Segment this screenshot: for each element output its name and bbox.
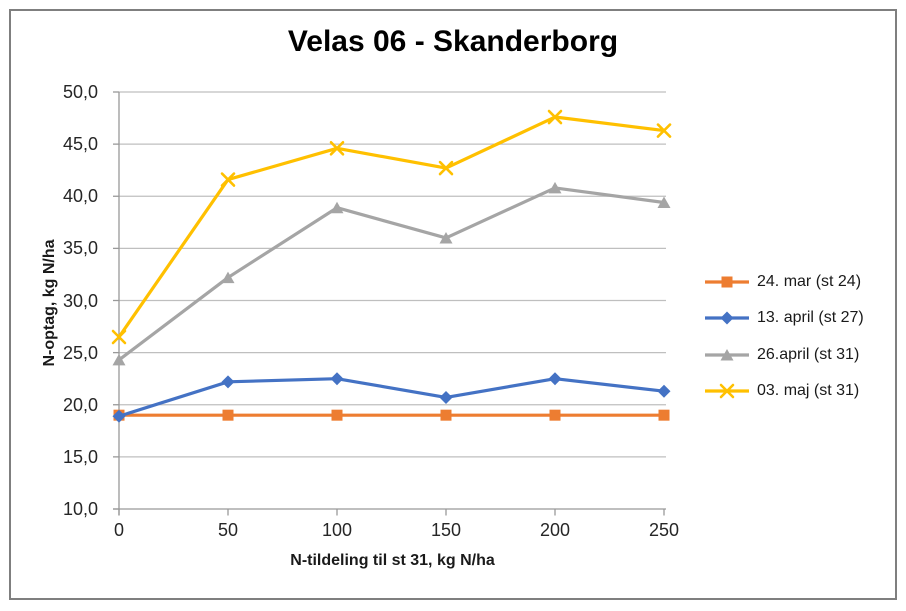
legend-triangle-marker (720, 348, 734, 361)
x-tick-label: 100 (321, 520, 353, 540)
x-tick-label: 250 (648, 520, 680, 540)
square-marker-24-mar-st-24 (440, 409, 452, 421)
triangle-marker-26-april-st-31 (439, 231, 453, 244)
x-axis-title: N-tildeling til st 31, kg N/ha (290, 552, 495, 569)
y-tick-label: 20,0 (62, 394, 98, 415)
square-marker-24-mar-st-24 (549, 409, 561, 421)
legend-label-24-mar-st-24: 24. mar (st 24) (757, 273, 862, 290)
legend-item-26-april-st-31: 26.april (st 31) (704, 337, 864, 373)
y-tick-label: 40,0 (62, 186, 98, 207)
y-tick-label: 45,0 (62, 134, 98, 155)
legend-diamond-marker-icon (705, 311, 749, 325)
x-tick-label: 150 (430, 520, 462, 540)
y-tick-label: 30,0 (62, 290, 98, 311)
diamond-marker-13-april-st-27 (330, 372, 344, 386)
diamond-marker-13-april-st-27 (548, 372, 562, 386)
triangle-marker-26-april-st-31 (548, 181, 562, 194)
legend-x-marker (719, 383, 735, 399)
x-marker-03-maj-st-31 (656, 123, 672, 138)
series-line-13-april-st-27 (117, 377, 666, 418)
x-marker-03-maj-st-31 (438, 160, 454, 176)
series-line-26-april-st-31 (117, 186, 666, 362)
x-tick-label: 50 (217, 520, 239, 540)
triangle-marker-26-april-st-31 (657, 196, 671, 209)
triangle-marker-26-april-st-31 (112, 353, 126, 366)
legend-diamond-marker (720, 311, 734, 325)
legend-x-marker-icon (705, 383, 749, 399)
x-marker-03-maj-st-31 (220, 172, 236, 187)
x-tick-label: 200 (539, 520, 571, 540)
legend-triangle-marker-icon (705, 348, 749, 361)
square-marker-24-mar-st-24 (222, 409, 234, 421)
x-tick-label: 0 (113, 520, 124, 540)
triangle-marker-26-april-st-31 (221, 271, 235, 284)
square-marker-24-mar-st-24 (331, 409, 343, 421)
diamond-marker-13-april-st-27 (112, 409, 126, 423)
y-tick-label: 50,0 (62, 82, 98, 102)
legend-item-03-maj-st-31: 03. maj (st 31) (704, 373, 864, 409)
triangle-marker-26-april-st-31 (330, 201, 344, 214)
series-line-03-maj-st-31 (117, 115, 666, 339)
legend-label-26-april-st-31: 26.april (st 31) (757, 345, 860, 363)
y-tick-label: 10,0 (62, 499, 98, 519)
x-marker-03-maj-st-31 (547, 109, 563, 125)
legend-item-13-april-st-27: 13. april (st 27) (704, 300, 864, 336)
legend-square-marker (721, 276, 733, 288)
x-marker-03-maj-st-31 (111, 329, 127, 345)
legend-item-24-mar-st-24: 24. mar (st 24) (704, 264, 864, 300)
y-tick-label: 15,0 (62, 446, 98, 467)
legend-label-13-april-st-27: 13. april (st 27) (757, 309, 864, 327)
legend-square-marker-icon (705, 276, 749, 288)
y-tick-label: 35,0 (62, 238, 98, 259)
square-marker-24-mar-st-24 (658, 409, 670, 421)
diamond-marker-13-april-st-27 (439, 390, 453, 404)
legend: 24. mar (st 24) 13. april (st 27) 26.april… (704, 264, 864, 409)
legend-label-03-maj-st-31: 03. maj (st 31) (757, 381, 860, 399)
diamond-marker-13-april-st-27 (657, 384, 671, 398)
chart-title: Velas 06 - Skanderborg (287, 25, 619, 58)
x-marker-03-maj-st-31 (329, 140, 345, 156)
y-tick-label: 25,0 (62, 342, 98, 363)
diamond-marker-13-april-st-27 (221, 375, 235, 389)
